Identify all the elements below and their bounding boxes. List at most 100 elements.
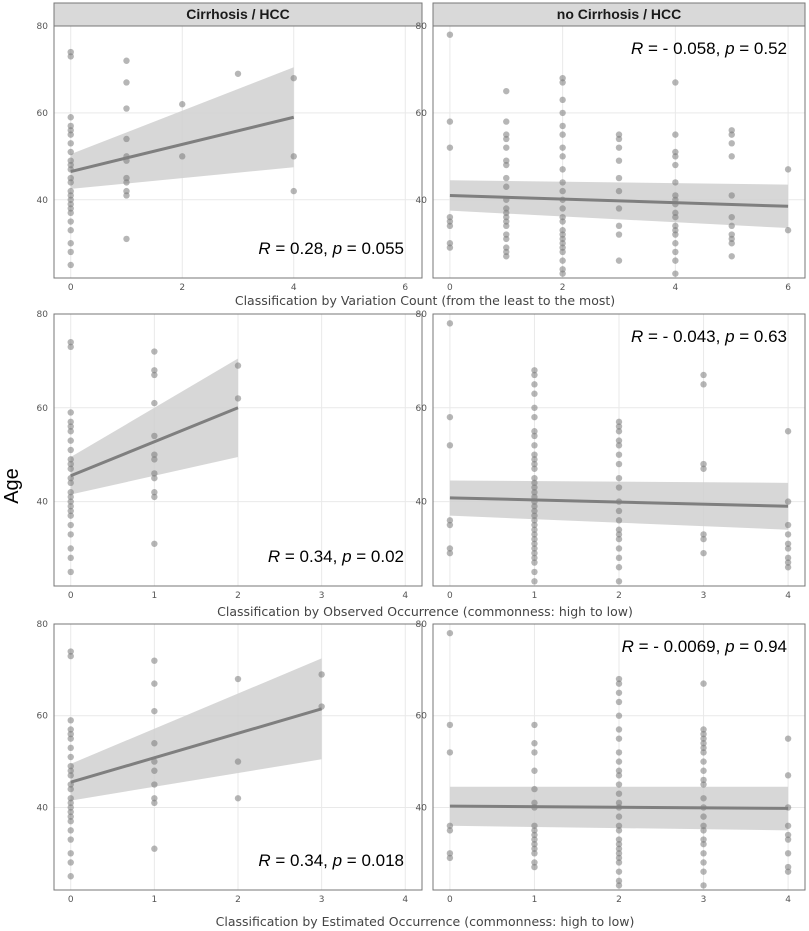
strip-left-label: Cirrhosis / HCC <box>186 6 289 22</box>
data-point <box>559 166 566 173</box>
x-tick-label: 3 <box>701 591 707 601</box>
regression-line <box>449 496 789 508</box>
x-tick-label: 3 <box>319 591 325 601</box>
data-point <box>290 187 297 195</box>
data-point <box>67 512 74 519</box>
data-point <box>700 836 707 843</box>
data-point <box>615 418 623 426</box>
data-point <box>700 822 707 829</box>
data-point <box>503 118 510 125</box>
data-point <box>67 818 74 825</box>
data-point <box>615 507 623 515</box>
data-point <box>672 270 679 277</box>
y-tick-label: 80 <box>37 310 49 320</box>
data-point <box>151 707 158 715</box>
data-point <box>151 451 158 458</box>
data-point <box>67 261 74 269</box>
panel-row3-no-cirrhosis: 0 1 2 3 4 40 60 80 R = - 0.0069, p = 0.94 <box>416 620 806 905</box>
y-tick-label: 60 <box>37 712 49 722</box>
regression-line <box>70 707 323 784</box>
data-point <box>700 730 707 738</box>
data-point <box>784 428 792 435</box>
data-point <box>784 554 792 562</box>
data-point <box>615 564 623 571</box>
data-point <box>531 785 538 793</box>
data-point <box>728 153 735 160</box>
data-point <box>67 437 74 444</box>
correlation-annotation: R = 0.34, p = 0.018 <box>258 851 404 870</box>
data-point <box>151 348 158 355</box>
data-point <box>67 744 74 752</box>
y-tick-label: 40 <box>416 498 428 508</box>
data-point <box>67 859 74 866</box>
data-point <box>672 257 679 264</box>
data-point <box>531 859 538 866</box>
data-point <box>531 512 538 519</box>
data-point <box>151 367 158 374</box>
data-point <box>700 726 707 733</box>
x-tick-label: 2 <box>235 591 241 601</box>
data-point <box>615 554 623 562</box>
data-point <box>615 187 623 195</box>
panel-border <box>432 623 806 891</box>
data-point <box>531 517 538 524</box>
data-point <box>67 428 74 435</box>
y-tick-label: 40 <box>416 196 428 206</box>
data-point <box>615 174 623 182</box>
data-point <box>67 343 74 351</box>
data-point <box>784 498 792 505</box>
data-point <box>67 227 74 234</box>
data-point <box>503 235 510 243</box>
y-tick-label: 60 <box>416 712 428 722</box>
x-tick-label: 0 <box>447 591 453 601</box>
x-tick-label: 1 <box>151 895 157 905</box>
x-tick-label: 2 <box>616 895 622 905</box>
panel-row2-no-cirrhosis: 0 1 2 3 4 40 60 80 R = - 0.043, p = 0.63 <box>416 310 806 601</box>
y-tick-label: 40 <box>37 196 49 206</box>
data-point <box>67 531 74 538</box>
x-tick-label: 2 <box>179 283 185 293</box>
data-point <box>531 460 538 468</box>
data-point <box>67 717 74 724</box>
data-point <box>446 549 454 557</box>
data-point <box>531 545 538 552</box>
data-point <box>446 521 454 529</box>
data-point <box>700 460 707 468</box>
y-tick-label: 80 <box>416 620 428 630</box>
data-point <box>700 535 707 543</box>
data-point <box>615 257 623 264</box>
data-point <box>531 535 538 543</box>
data-point <box>151 540 158 547</box>
data-point <box>531 554 538 562</box>
data-point <box>531 721 538 729</box>
data-point <box>67 498 74 505</box>
data-point <box>615 423 623 430</box>
confidence-band <box>70 358 239 495</box>
data-point <box>67 48 74 56</box>
data-point <box>531 845 538 852</box>
data-point <box>615 859 623 866</box>
data-point <box>559 153 566 160</box>
data-point <box>531 578 538 585</box>
data-point <box>67 808 74 816</box>
data-point <box>559 96 566 104</box>
data-point <box>67 804 74 811</box>
data-point <box>446 222 454 230</box>
x-tick-label: 1 <box>532 895 538 905</box>
data-point <box>615 868 623 875</box>
data-point <box>784 735 792 742</box>
data-point <box>446 545 454 552</box>
data-point <box>784 531 792 538</box>
data-point <box>672 161 679 169</box>
data-point <box>531 526 538 533</box>
data-point <box>151 781 158 788</box>
x-tick-label: 4 <box>402 895 408 905</box>
data-point <box>531 559 538 566</box>
data-point <box>728 131 735 138</box>
data-point <box>559 248 566 256</box>
data-point <box>67 795 74 802</box>
data-point <box>67 799 74 807</box>
data-point <box>615 484 623 491</box>
data-point <box>446 413 454 421</box>
regression-line <box>449 804 789 810</box>
